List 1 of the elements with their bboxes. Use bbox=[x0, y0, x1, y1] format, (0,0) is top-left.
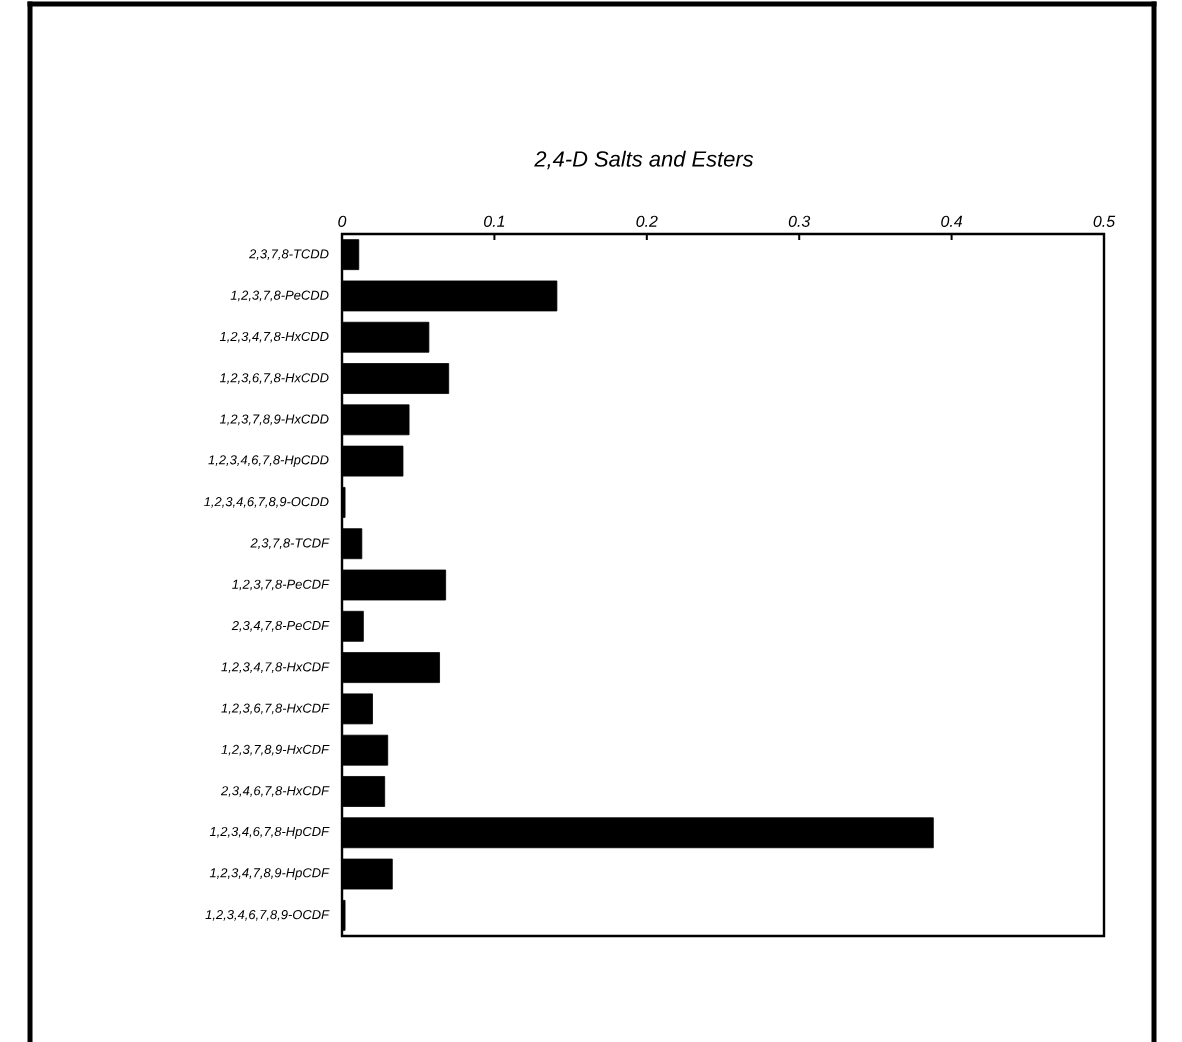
chart-title: 2,4-D Salts and Esters bbox=[534, 150, 754, 170]
